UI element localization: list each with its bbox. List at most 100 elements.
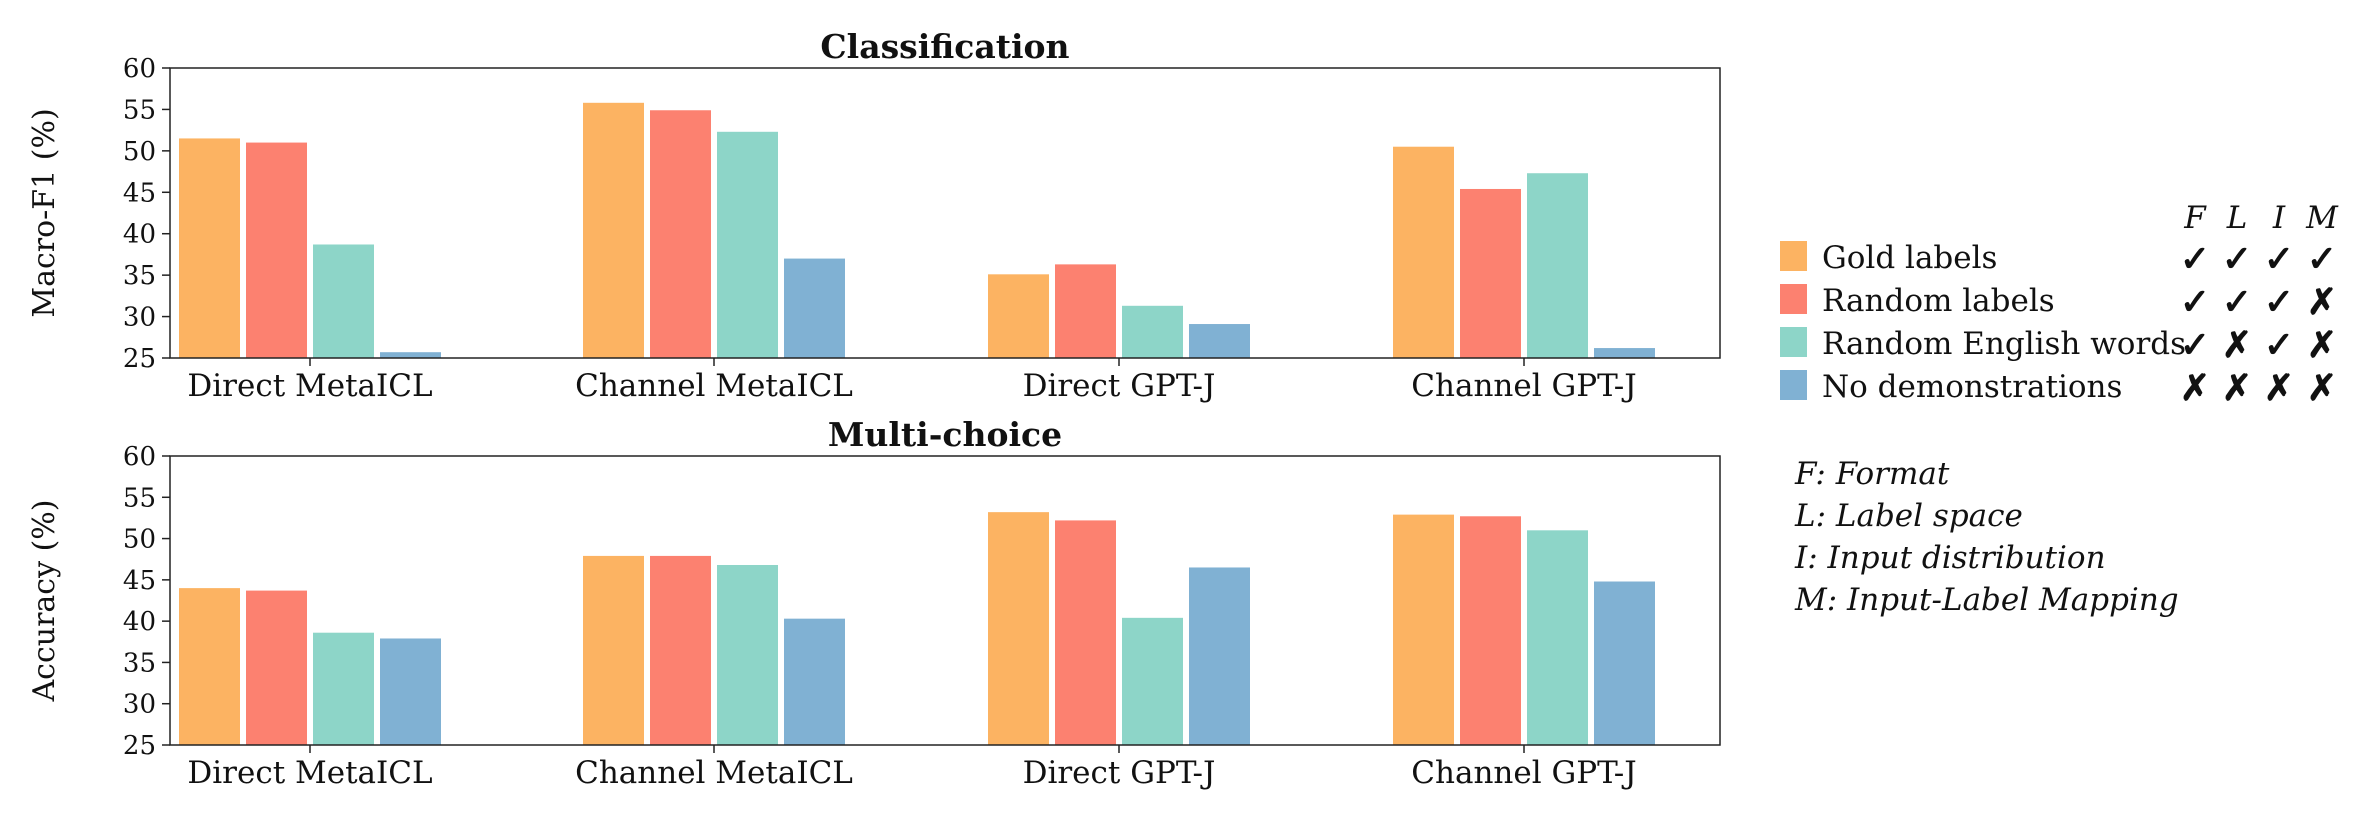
y-tick-label: 60 — [123, 442, 156, 472]
y-tick-label: 40 — [123, 220, 156, 250]
bar — [1393, 146, 1454, 358]
check-icon: ✓ — [2307, 238, 2337, 280]
y-tick-label: 40 — [123, 607, 156, 637]
bar — [1527, 530, 1588, 745]
legend-definitions: F: Format L: Label space I: Input distribu… — [1794, 456, 2179, 618]
bar — [583, 555, 644, 745]
bar — [246, 142, 307, 358]
legend-definition: M: Input-Label Mapping — [1794, 582, 2179, 618]
cross-icon: ✗ — [2222, 367, 2252, 409]
chart-panel: 25 30 35 40 45 50 55 60 Direct MetaICL Channel Me… — [27, 27, 1721, 404]
x-tick-label: Direct GPT-J — [1023, 368, 1216, 404]
bar — [583, 102, 644, 358]
y-tick-label: 35 — [123, 648, 156, 678]
y-tick-label: 25 — [123, 344, 156, 374]
legend-label: Gold labels — [1822, 240, 1997, 276]
cross-icon: ✗ — [2264, 367, 2294, 409]
bar — [988, 274, 1049, 358]
bar — [1189, 567, 1250, 745]
check-icon: ✓ — [2264, 238, 2294, 280]
y-tick-label: 25 — [123, 731, 156, 761]
y-tick-label: 55 — [123, 95, 156, 125]
x-tick-label: Channel GPT-J — [1411, 755, 1636, 791]
y-tick-label: 50 — [123, 525, 156, 555]
legend-definition: F: Format — [1794, 456, 1950, 492]
check-icon: ✓ — [2264, 281, 2294, 323]
legend-column-header: F — [2183, 200, 2207, 236]
cross-icon: ✗ — [2222, 324, 2252, 366]
legend-swatch — [1780, 327, 1807, 357]
check-icon: ✓ — [2180, 281, 2210, 323]
bar — [1055, 264, 1116, 358]
legend-label: No demonstrations — [1822, 369, 2122, 405]
bar — [179, 588, 240, 745]
y-tick-label: 45 — [123, 566, 156, 596]
cross-icon: ✗ — [2307, 281, 2337, 323]
legend-column-header: L — [2226, 200, 2248, 236]
y-tick-label: 30 — [123, 303, 156, 333]
cross-icon: ✗ — [2180, 367, 2210, 409]
y-axis-label: Macro-F1 (%) — [27, 108, 62, 317]
bar — [179, 138, 240, 358]
y-axis-label: Accuracy (%) — [27, 499, 62, 702]
bar — [650, 555, 711, 745]
bar — [313, 632, 374, 745]
y-tick-label: 60 — [123, 54, 156, 84]
cross-icon: ✗ — [2307, 367, 2337, 409]
bar — [1527, 173, 1588, 358]
chart-panel: 25 30 35 40 45 50 55 60 Direct MetaICL Channel Me… — [27, 415, 1721, 791]
bar — [1393, 514, 1454, 745]
check-icon: ✓ — [2264, 324, 2294, 366]
chart-title: Classification — [820, 27, 1069, 66]
bar — [988, 512, 1049, 745]
legend-definition: L: Label space — [1794, 498, 2023, 534]
check-icon: ✓ — [2180, 324, 2210, 366]
x-tick-label: Channel MetaICL — [575, 755, 853, 791]
x-tick-label: Direct MetaICL — [187, 755, 432, 791]
y-tick-label: 35 — [123, 261, 156, 291]
bar — [784, 258, 845, 358]
bar — [650, 110, 711, 358]
legend-column-header: M — [2305, 200, 2339, 236]
legend-definition: I: Input distribution — [1794, 540, 2106, 576]
bar — [380, 638, 441, 745]
y-tick-label: 55 — [123, 483, 156, 513]
x-tick-label: Channel GPT-J — [1411, 368, 1636, 404]
legend-swatch — [1780, 370, 1807, 400]
legend-column-header: I — [2272, 200, 2286, 236]
x-tick-label: Direct GPT-J — [1023, 755, 1216, 791]
bar — [1460, 516, 1521, 745]
check-icon: ✓ — [2180, 238, 2210, 280]
cross-icon: ✗ — [2307, 324, 2337, 366]
bar — [380, 352, 441, 358]
bar — [313, 244, 374, 358]
bar — [1055, 520, 1116, 745]
check-icon: ✓ — [2222, 238, 2252, 280]
y-tick-label: 30 — [123, 690, 156, 720]
check-icon: ✓ — [2222, 281, 2252, 323]
bar — [1460, 188, 1521, 358]
y-tick-label: 50 — [123, 137, 156, 167]
legend-swatch — [1780, 241, 1807, 271]
x-tick-label: Channel MetaICL — [575, 368, 853, 404]
y-tick-label: 45 — [123, 178, 156, 208]
bar — [1122, 617, 1183, 745]
legend-label: Random labels — [1822, 283, 2055, 319]
bar — [1189, 324, 1250, 358]
bar — [1594, 581, 1655, 745]
x-tick-label: Direct MetaICL — [187, 368, 432, 404]
plot-frame — [169, 455, 1721, 746]
bar — [1594, 348, 1655, 358]
bar — [717, 131, 778, 358]
chart-title: Multi-choice — [828, 415, 1062, 454]
bar — [784, 618, 845, 745]
plot-frame — [169, 67, 1721, 359]
bar — [246, 590, 307, 745]
bar — [717, 564, 778, 745]
chart-panels: 25 30 35 40 45 50 55 60 Direct MetaICL Channel Me… — [27, 27, 1721, 791]
bar — [1122, 305, 1183, 358]
legend-label: Random English words — [1822, 326, 2186, 362]
legend-swatch — [1780, 284, 1807, 314]
